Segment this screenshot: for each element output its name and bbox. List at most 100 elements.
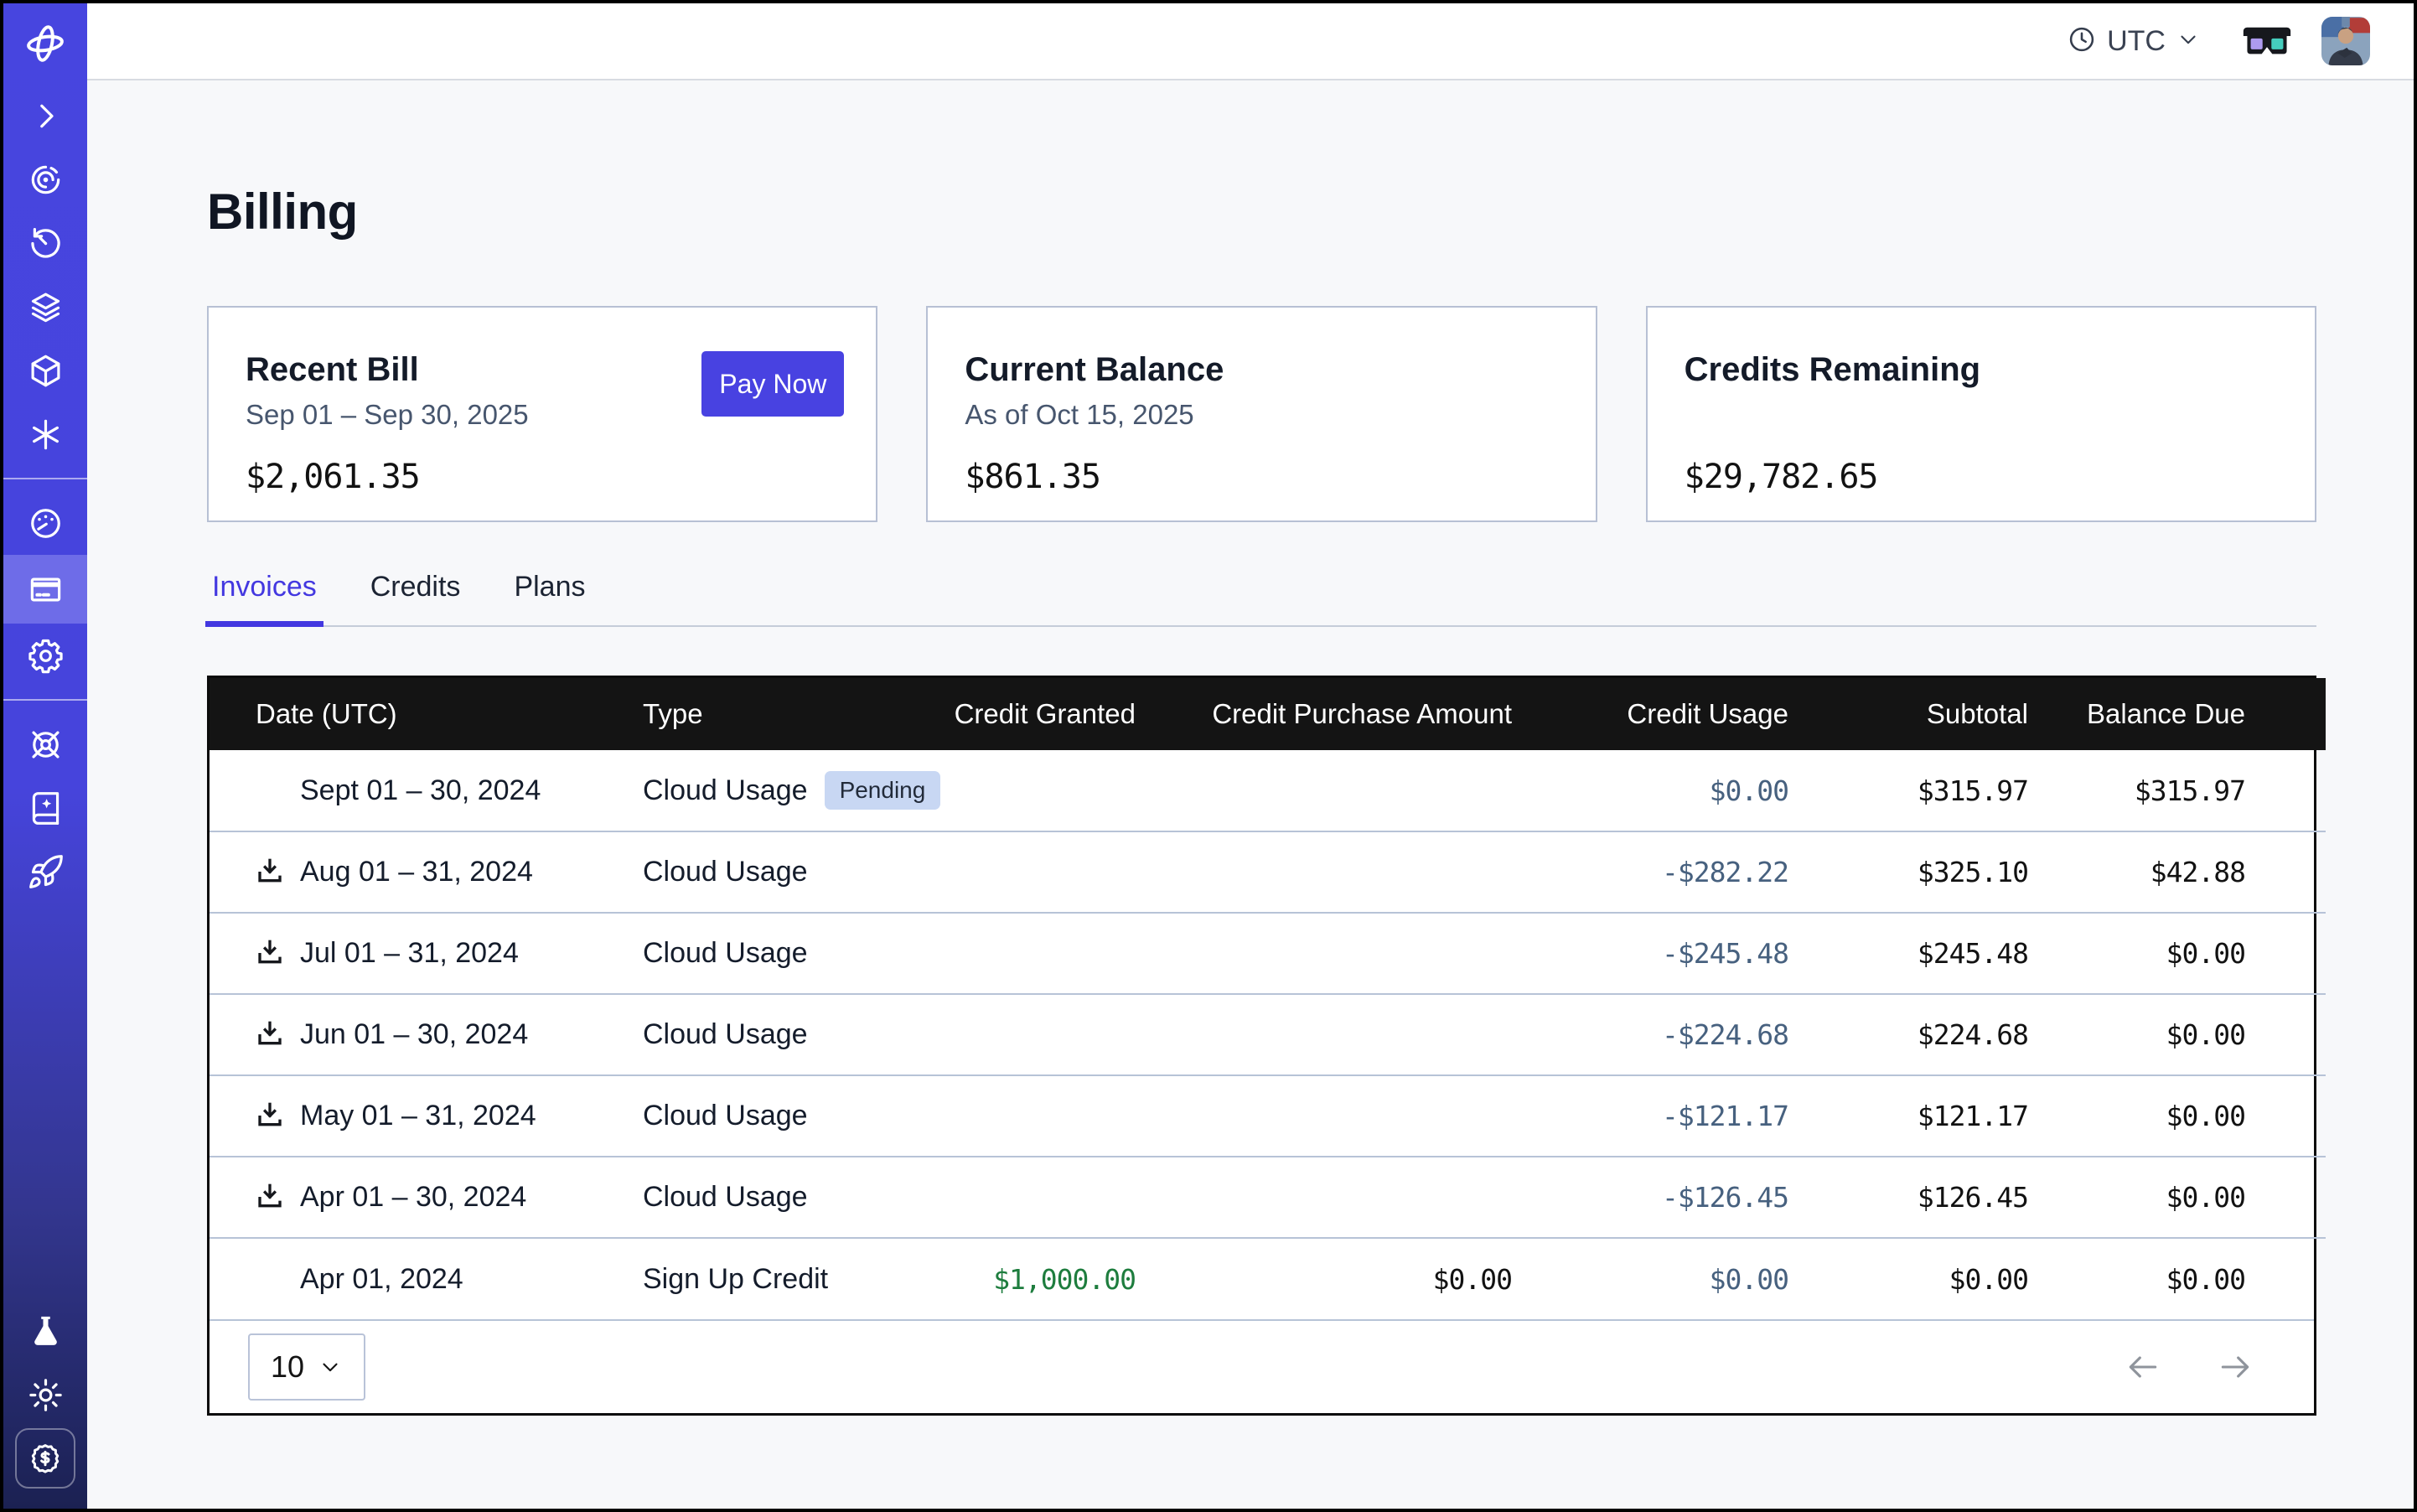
recent-bill-amount: $2,061.35: [246, 458, 421, 496]
chevron-down-icon: [2176, 27, 2201, 56]
invoice-period: Sept 01 – 30, 2024: [300, 774, 541, 806]
invoice-type: Cloud Usage: [643, 856, 808, 888]
credit-granted-cell: [936, 1074, 1152, 1157]
card-title: Current Balance: [965, 351, 1224, 388]
date-cell: Jul 01 – 31, 2024: [210, 912, 626, 994]
card-as-of-date: As of Oct 15, 2025: [965, 399, 1194, 430]
sidebar-item-dollar-badge[interactable]: [3, 1427, 87, 1490]
credit-granted-cell: [936, 912, 1152, 994]
download-invoice-button[interactable]: [253, 856, 287, 889]
credit-usage-cell: $0.00: [1529, 1237, 1805, 1319]
sidebar-item-flask[interactable]: [3, 1299, 87, 1363]
chevron-right-icon: [39, 104, 54, 127]
sidebar-nav: [3, 84, 87, 904]
type-cell: Cloud Usage: [626, 993, 936, 1075]
subtotal-cell: $126.45: [1805, 1156, 2045, 1238]
invoice-type: Cloud Usage: [643, 774, 808, 806]
invoice-period: Aug 01 – 31, 2024: [300, 856, 533, 888]
timezone-selector[interactable]: UTC: [2067, 24, 2201, 59]
credit-purchase-cell: [1152, 750, 1529, 831]
table-row: Apr 01 – 30, 2024 Cloud Usage -$126.45 $126…: [210, 1156, 2326, 1238]
type-cell: Cloud Usage Pending: [626, 750, 941, 831]
credit-purchase-cell: [1152, 1074, 1529, 1157]
download-invoice-button[interactable]: [253, 937, 287, 971]
next-page-button[interactable]: [2217, 1349, 2254, 1385]
subtotal-cell: $0.00: [1805, 1237, 2045, 1319]
credit-usage-cell: $0.00: [1709, 774, 1789, 807]
table-row: Sept 01 – 30, 2024 Cloud Usage Pending $0.0…: [210, 750, 2326, 831]
download-invoice-button[interactable]: [253, 1181, 287, 1214]
avatar[interactable]: [2321, 17, 2370, 65]
tab-invoices[interactable]: Invoices: [205, 571, 323, 627]
page-size-select[interactable]: 10: [248, 1333, 365, 1401]
download-invoice-button[interactable]: [253, 1100, 287, 1133]
credit-purchase-cell: [1152, 831, 1529, 913]
flask-icon: [34, 1316, 57, 1345]
sidebar-item-helm[interactable]: [3, 712, 87, 776]
type-cell: Cloud Usage: [626, 831, 936, 913]
invoice-type: Cloud Usage: [643, 1018, 808, 1050]
sidebar-item-cube[interactable]: [3, 339, 87, 402]
orbit-logo-icon: [3, 3, 87, 84]
tab-credits[interactable]: Credits: [365, 571, 466, 625]
table-row: Jul 01 – 31, 2024 Cloud Usage -$245.48 $245…: [210, 912, 2326, 994]
balance-due-cell: $0.00: [2045, 912, 2326, 994]
sidebar-item-asterisk[interactable]: [3, 402, 87, 466]
table-header: Date (UTC) Type Credit Granted Credit Purch…: [210, 678, 2326, 750]
topbar: UTC: [87, 3, 2414, 80]
sidebar-item-spiral[interactable]: [3, 148, 87, 211]
balance-due-cell: $315.97: [2134, 774, 2246, 807]
credit-granted-cell: [936, 831, 1152, 913]
invoice-period: May 01 – 31, 2024: [300, 1100, 536, 1131]
sidebar-item-chevron-right[interactable]: [3, 84, 87, 148]
invoice-period: Jun 01 – 30, 2024: [300, 1018, 529, 1050]
download-icon: [253, 1018, 287, 1052]
table-row: May 01 – 31, 2024 Cloud Usage -$121.17 $121…: [210, 1074, 2326, 1157]
column-header: Credit Granted: [936, 678, 1152, 750]
column-header: Date (UTC): [210, 678, 626, 750]
current-balance-amount: $861.35: [965, 458, 1101, 496]
sidebar-bottom: [3, 1299, 87, 1509]
column-header: Type: [626, 678, 936, 750]
subtotal-cell: $245.48: [1805, 912, 2045, 994]
sidebar-item-layers[interactable]: [3, 275, 87, 339]
balance-due-cell: $42.88: [2045, 831, 2326, 913]
card-title: Recent Bill: [246, 351, 419, 388]
credit-purchase-cell: [1152, 912, 1529, 994]
download-icon: [253, 937, 287, 971]
sidebar-divider: [3, 478, 87, 479]
column-header: Credit Purchase Amount: [1152, 678, 1529, 750]
sidebar-item-gauge[interactable]: [3, 491, 87, 555]
sidebar-item-gear[interactable]: [3, 624, 87, 687]
sidebar-item-rocket[interactable]: [3, 840, 87, 904]
summary-cards: Recent Bill Sep 01 – Sep 30, 2025 $2,061…: [207, 306, 2316, 522]
invoice-period: Apr 01 – 30, 2024: [300, 1181, 527, 1213]
page-title: Billing: [207, 184, 358, 240]
table-row: Apr 01, 2024 Sign Up Credit $1,000.00 $0.00…: [210, 1237, 2326, 1319]
column-header: Balance Due: [2045, 678, 2326, 750]
date-cell: May 01 – 31, 2024: [210, 1074, 626, 1157]
credits-remaining-card: Credits Remaining $29,782.65: [1645, 306, 2316, 522]
download-invoice-button[interactable]: [253, 1018, 287, 1052]
page-size-value: 10: [270, 1349, 305, 1384]
sidebar-item-history[interactable]: [3, 211, 87, 275]
pay-now-button[interactable]: Pay Now: [701, 351, 845, 417]
sidebar-item-book-sparkle[interactable]: [3, 776, 87, 840]
tab-plans[interactable]: Plans: [509, 571, 590, 625]
chevron-down-icon: [318, 1354, 343, 1380]
credit-usage-cell: -$245.48: [1529, 912, 1805, 994]
credit-usage-cell: -$224.68: [1529, 993, 1805, 1075]
3d-glasses-button[interactable]: [2243, 24, 2291, 58]
invoice-type: Cloud Usage: [643, 1181, 808, 1213]
credit-granted-cell: [936, 993, 1152, 1075]
subtotal-cell: $315.97: [1917, 774, 2029, 807]
billing-card-icon: [30, 577, 60, 601]
current-balance-card: Current Balance As of Oct 15, 2025 $861.…: [926, 306, 1597, 522]
previous-page-button[interactable]: [2125, 1349, 2161, 1385]
helm-icon: [31, 730, 60, 759]
sidebar-item-sun[interactable]: [3, 1363, 87, 1427]
download-icon: [253, 1181, 287, 1214]
sidebar: [3, 3, 87, 1509]
sidebar-item-billing-card[interactable]: [3, 555, 87, 624]
